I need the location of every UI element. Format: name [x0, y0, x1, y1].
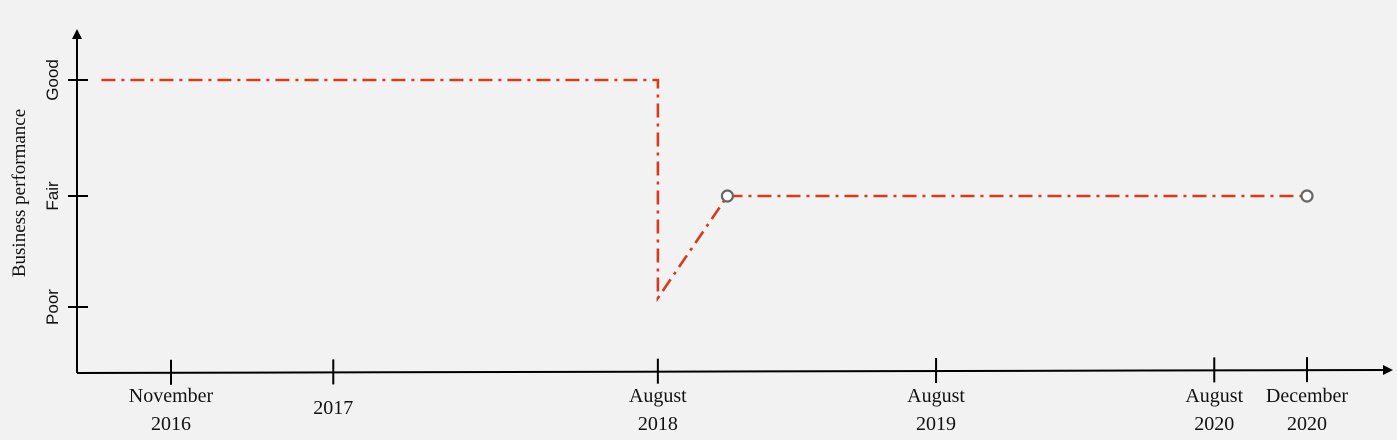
- x-tick-label-line2: 2020: [1287, 413, 1327, 435]
- x-tick-label: August: [907, 385, 965, 407]
- x-axis: [76, 365, 1393, 375]
- x-tick-label: 2017: [313, 397, 353, 419]
- x-tick-label-line2: 2019: [916, 413, 956, 435]
- x-axis-line: [76, 369, 1387, 374]
- x-tick-label: December: [1266, 385, 1349, 407]
- series-marker: [1300, 189, 1314, 203]
- series-line: [101, 78, 1307, 303]
- y-ticks: Poor Fair Good: [43, 59, 88, 325]
- series-group: [101, 78, 1314, 303]
- x-tick-label: November: [129, 385, 214, 407]
- y-axis: [72, 29, 82, 373]
- x-ticks: November 2016 2017 August 2018 August 2019 Augu…: [129, 357, 1349, 435]
- x-axis-arrow: [1383, 365, 1393, 375]
- y-axis-title: Business performance: [9, 109, 30, 277]
- x-tick-label-line2: 2016: [151, 413, 191, 435]
- x-tick-label-line2: 2020: [1194, 413, 1234, 435]
- series-marker: [720, 189, 735, 203]
- y-axis-arrow: [72, 29, 82, 39]
- y-tick-label: Good: [43, 59, 62, 101]
- y-tick-label: Poor: [43, 289, 62, 325]
- x-tick-label-line2: 2018: [638, 413, 678, 435]
- x-tick-label: August: [629, 385, 687, 407]
- x-tick-label: August: [1185, 385, 1243, 407]
- y-tick-label: Fair: [43, 181, 62, 211]
